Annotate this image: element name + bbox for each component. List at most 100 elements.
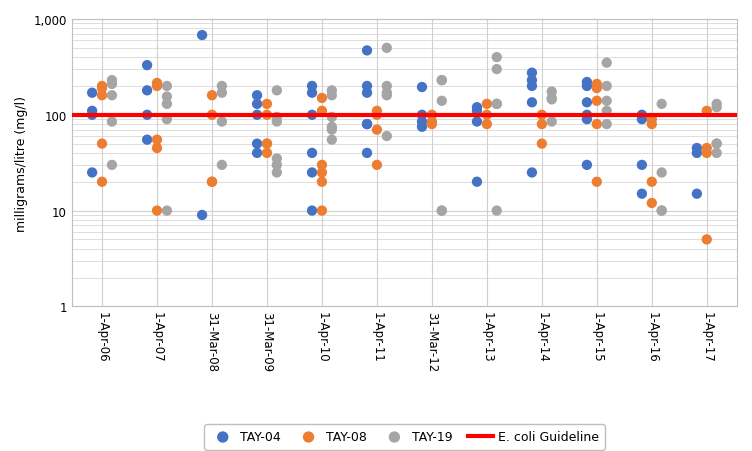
TAY-04 bbox=[416, 84, 428, 92]
TAY-19 bbox=[601, 60, 613, 67]
TAY-08 bbox=[206, 179, 218, 186]
Y-axis label: milligrams/litre (mg/l): milligrams/litre (mg/l) bbox=[15, 96, 28, 231]
TAY-08 bbox=[426, 112, 438, 119]
TAY-19 bbox=[435, 207, 447, 215]
TAY-08 bbox=[316, 179, 328, 186]
TAY-04 bbox=[306, 150, 318, 157]
TAY-08 bbox=[371, 108, 383, 115]
TAY-19 bbox=[601, 98, 613, 105]
TAY-19 bbox=[381, 83, 393, 90]
TAY-19 bbox=[271, 170, 283, 177]
TAY-04 bbox=[196, 212, 208, 219]
TAY-04 bbox=[306, 90, 318, 97]
TAY-04 bbox=[196, 32, 208, 40]
TAY-19 bbox=[381, 45, 393, 52]
TAY-19 bbox=[216, 90, 228, 97]
TAY-19 bbox=[161, 101, 173, 108]
TAY-08 bbox=[591, 81, 603, 88]
TAY-19 bbox=[326, 92, 338, 100]
TAY-08 bbox=[151, 83, 163, 90]
TAY-04 bbox=[526, 100, 538, 107]
TAY-19 bbox=[216, 162, 228, 169]
TAY-04 bbox=[251, 150, 263, 157]
TAY-04 bbox=[636, 112, 648, 119]
TAY-04 bbox=[251, 112, 263, 119]
TAY-04 bbox=[471, 104, 483, 111]
TAY-08 bbox=[591, 85, 603, 92]
TAY-08 bbox=[151, 207, 163, 215]
TAY-04 bbox=[251, 92, 263, 100]
TAY-04 bbox=[526, 78, 538, 85]
TAY-19 bbox=[326, 114, 338, 121]
TAY-08 bbox=[481, 121, 493, 129]
TAY-19 bbox=[546, 97, 558, 104]
TAY-04 bbox=[251, 141, 263, 148]
TAY-19 bbox=[216, 119, 228, 126]
TAY-19 bbox=[161, 116, 173, 124]
TAY-04 bbox=[141, 112, 153, 119]
TAY-19 bbox=[326, 124, 338, 131]
TAY-19 bbox=[656, 101, 668, 108]
Legend: TAY-04, TAY-08, TAY-19, E. coli Guideline: TAY-04, TAY-08, TAY-19, E. coli Guidelin… bbox=[204, 424, 605, 450]
TAY-19 bbox=[381, 90, 393, 97]
TAY-19 bbox=[326, 87, 338, 95]
TAY-08 bbox=[96, 179, 108, 186]
TAY-19 bbox=[491, 66, 503, 74]
TAY-19 bbox=[491, 101, 503, 108]
TAY-04 bbox=[581, 116, 593, 124]
TAY-19 bbox=[656, 170, 668, 177]
TAY-08 bbox=[646, 179, 658, 186]
TAY-19 bbox=[106, 78, 118, 85]
TAY-08 bbox=[701, 150, 713, 157]
TAY-04 bbox=[526, 170, 538, 177]
TAY-19 bbox=[106, 119, 118, 126]
TAY-08 bbox=[151, 137, 163, 144]
TAY-19 bbox=[161, 83, 173, 90]
TAY-19 bbox=[711, 150, 723, 157]
TAY-08 bbox=[261, 141, 273, 148]
TAY-08 bbox=[371, 112, 383, 119]
TAY-08 bbox=[316, 170, 328, 177]
TAY-08 bbox=[536, 141, 548, 148]
TAY-04 bbox=[471, 108, 483, 115]
E. coli Guideline bbox=[153, 113, 162, 118]
TAY-19 bbox=[271, 87, 283, 95]
TAY-19 bbox=[106, 92, 118, 100]
TAY-04 bbox=[416, 119, 428, 126]
TAY-04 bbox=[361, 150, 373, 157]
TAY-19 bbox=[711, 104, 723, 111]
TAY-08 bbox=[591, 179, 603, 186]
TAY-19 bbox=[271, 114, 283, 121]
TAY-08 bbox=[536, 121, 548, 129]
TAY-19 bbox=[161, 94, 173, 101]
TAY-04 bbox=[306, 170, 318, 177]
TAY-19 bbox=[106, 81, 118, 88]
TAY-19 bbox=[326, 127, 338, 134]
TAY-08 bbox=[646, 116, 658, 124]
TAY-08 bbox=[96, 92, 108, 100]
TAY-08 bbox=[701, 145, 713, 152]
TAY-08 bbox=[701, 236, 713, 244]
TAY-08 bbox=[591, 98, 603, 105]
TAY-08 bbox=[96, 83, 108, 90]
TAY-04 bbox=[86, 108, 99, 115]
TAY-19 bbox=[435, 98, 447, 105]
TAY-04 bbox=[86, 112, 99, 119]
TAY-04 bbox=[526, 83, 538, 90]
TAY-08 bbox=[151, 145, 163, 152]
TAY-19 bbox=[711, 141, 723, 148]
TAY-19 bbox=[271, 162, 283, 169]
TAY-19 bbox=[491, 101, 503, 108]
TAY-08 bbox=[536, 112, 548, 119]
TAY-04 bbox=[691, 191, 703, 198]
TAY-08 bbox=[371, 162, 383, 169]
TAY-19 bbox=[161, 207, 173, 215]
TAY-08 bbox=[206, 92, 218, 100]
TAY-04 bbox=[361, 121, 373, 129]
TAY-04 bbox=[306, 207, 318, 215]
TAY-08 bbox=[646, 121, 658, 129]
TAY-19 bbox=[601, 83, 613, 90]
TAY-08 bbox=[261, 150, 273, 157]
TAY-19 bbox=[546, 89, 558, 96]
TAY-08 bbox=[701, 108, 713, 115]
